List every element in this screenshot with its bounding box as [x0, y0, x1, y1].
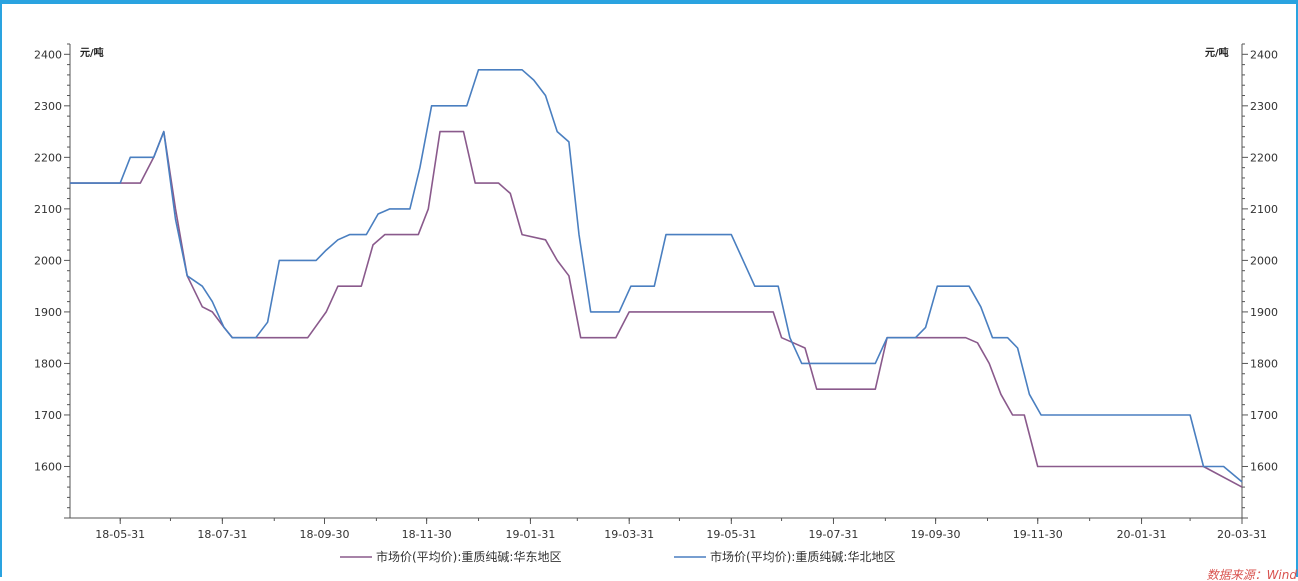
y-tick-label-left: 2000	[34, 254, 62, 267]
y-tick-label-right: 1800	[1250, 357, 1278, 370]
x-tick-label: 18-07-31	[197, 528, 247, 541]
x-tick-label: 19-05-31	[706, 528, 756, 541]
series-line-1	[70, 69, 1243, 483]
x-tick-label: 19-09-30	[911, 528, 961, 541]
y-tick-label-left: 2200	[34, 151, 62, 164]
x-tick-label: 19-01-31	[505, 528, 555, 541]
y-tick-label-left: 2300	[34, 100, 62, 113]
series-line-0	[70, 130, 1243, 488]
y-tick-label-right: 2400	[1250, 48, 1278, 61]
series-layer	[70, 69, 1243, 488]
right-unit-label: 元/吨	[1205, 46, 1229, 59]
x-tick-label: 19-11-30	[1013, 528, 1063, 541]
y-tick-label-left: 1600	[34, 460, 62, 473]
y-tick-label-left: 1800	[34, 357, 62, 370]
y-tick-label-left: 2400	[34, 48, 62, 61]
x-tick-label: 18-05-31	[95, 528, 145, 541]
x-tick-label: 20-01-31	[1117, 528, 1167, 541]
y-tick-label-right: 1900	[1250, 306, 1278, 319]
data-source-label: 数据来源：Wind	[1207, 568, 1298, 581]
y-tick-label-right: 1700	[1250, 409, 1278, 422]
x-tick-label: 19-07-31	[809, 528, 859, 541]
legend-label-east: 市场价(平均价):重质纯碱:华东地区	[376, 549, 561, 564]
y-tick-label-right: 2300	[1250, 100, 1278, 113]
y-tick-label-right: 2200	[1250, 151, 1278, 164]
line-chart: 1600 1600 1700 1700 1800 1800 1900 1900 2000 2000…	[34, 43, 1298, 581]
y-tick-label-left: 1700	[34, 409, 62, 422]
x-tick-label: 18-09-30	[300, 528, 350, 541]
y-tick-label-right: 2100	[1250, 203, 1278, 216]
axes-layer: 1600 1600 1700 1700 1800 1800 1900 1900 2000 2000…	[34, 43, 1278, 541]
x-tick-label: 20-03-31	[1217, 528, 1267, 541]
left-unit-label: 元/吨	[80, 46, 104, 59]
y-tick-label-right: 2000	[1250, 254, 1278, 267]
x-tick-label: 18-11-30	[402, 528, 452, 541]
legend: 市场价(平均价):重质纯碱:华东地区 市场价(平均价):重质纯碱:华北地区	[340, 549, 895, 564]
y-tick-label-left: 2100	[34, 203, 62, 216]
y-tick-label-left: 1900	[34, 306, 62, 319]
x-tick-label: 19-03-31	[604, 528, 654, 541]
y-tick-label-right: 1600	[1250, 460, 1278, 473]
legend-label-north: 市场价(平均价):重质纯碱:华北地区	[710, 549, 895, 564]
